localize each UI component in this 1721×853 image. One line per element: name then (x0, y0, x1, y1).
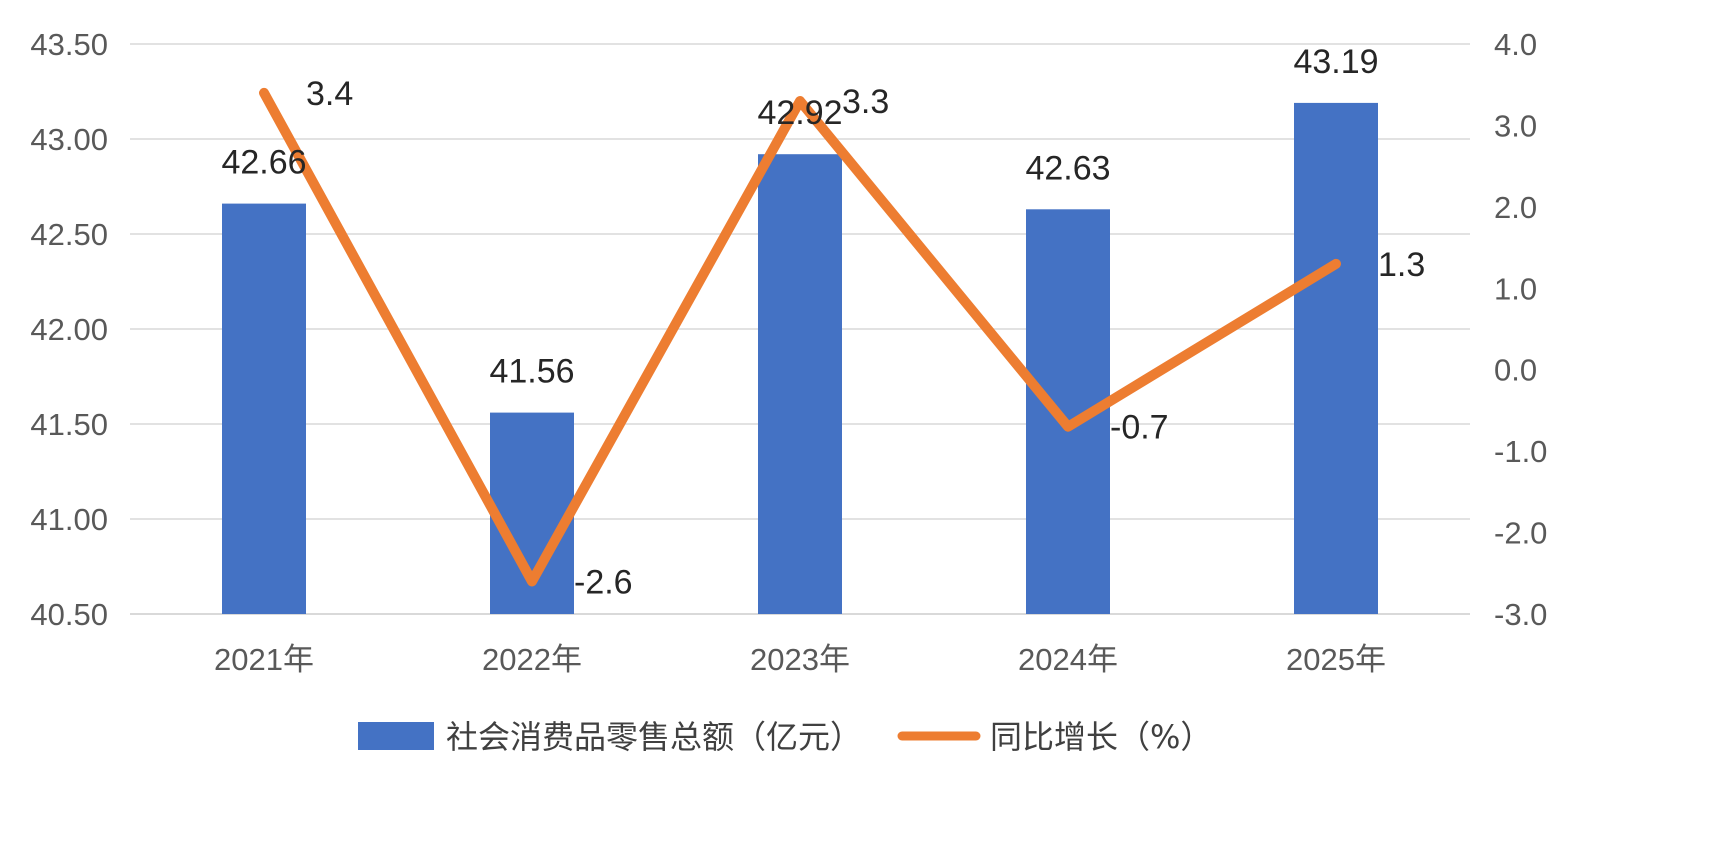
y-right-tick-label: 2.0 (1494, 190, 1537, 225)
y-right-tick-label: 1.0 (1494, 271, 1537, 306)
bar-data-label: 41.56 (489, 353, 574, 391)
legend-line-label: 同比增长（%） (990, 718, 1212, 756)
series-line (259, 87, 1341, 587)
y-axis-left: 40.50 41.00 41.50 42.00 42.50 43.00 43.50 (30, 27, 108, 632)
y-left-tick-label: 40.50 (30, 597, 108, 632)
y-right-tick-label: 3.0 (1494, 108, 1537, 143)
bar (1294, 102, 1378, 615)
y-right-tick-label: -1.0 (1494, 434, 1547, 469)
legend-bar-label: 社会消费品零售总额（亿元） (446, 718, 862, 756)
x-tick-label: 2023年 (750, 642, 850, 677)
bar (758, 154, 842, 614)
y-left-tick-label: 41.50 (30, 407, 108, 442)
line-series (259, 87, 1341, 587)
line-data-label: -0.7 (1110, 409, 1169, 447)
bar-data-label: 42.63 (1025, 149, 1110, 187)
y-left-tick-label: 41.00 (30, 502, 108, 537)
y-axis-right: -3.0 -2.0 -1.0 0.0 1.0 2.0 3.0 4.0 (1494, 27, 1547, 632)
y-right-tick-label: 0.0 (1494, 353, 1537, 388)
x-tick-label: 2025年 (1286, 642, 1386, 677)
line-data-label: 3.3 (842, 83, 889, 121)
y-left-tick-label: 42.00 (30, 312, 108, 347)
y-left-tick-label: 42.50 (30, 217, 108, 252)
y-right-tick-label: -2.0 (1494, 516, 1547, 551)
bar-data-label: 42.66 (221, 144, 306, 182)
line-data-label: 1.3 (1378, 246, 1425, 284)
bar (222, 203, 306, 614)
bar-series (222, 102, 1378, 615)
legend: 社会消费品零售总额（亿元） 同比增长（%） (358, 718, 1212, 756)
legend-bar-swatch (358, 722, 434, 750)
y-right-tick-label: -3.0 (1494, 597, 1547, 632)
bar-data-label: 43.19 (1293, 43, 1378, 81)
line-data-label: 3.4 (306, 75, 353, 113)
bar-data-label: 42.92 (757, 94, 842, 132)
x-axis: 2021年 2022年 2023年 2024年 2025年 (214, 642, 1386, 677)
line-data-label: -2.6 (574, 563, 633, 601)
x-tick-label: 2021年 (214, 642, 314, 677)
x-tick-label: 2022年 (482, 642, 582, 677)
y-right-tick-label: 4.0 (1494, 27, 1537, 62)
data-labels: 42.66 41.56 42.92 42.63 43.19 3.4 -2.6 3.3 -0.7 1… (221, 43, 1425, 602)
x-tick-label: 2024年 (1018, 642, 1118, 677)
y-left-tick-label: 43.50 (30, 27, 108, 62)
y-left-tick-label: 43.00 (30, 122, 108, 157)
